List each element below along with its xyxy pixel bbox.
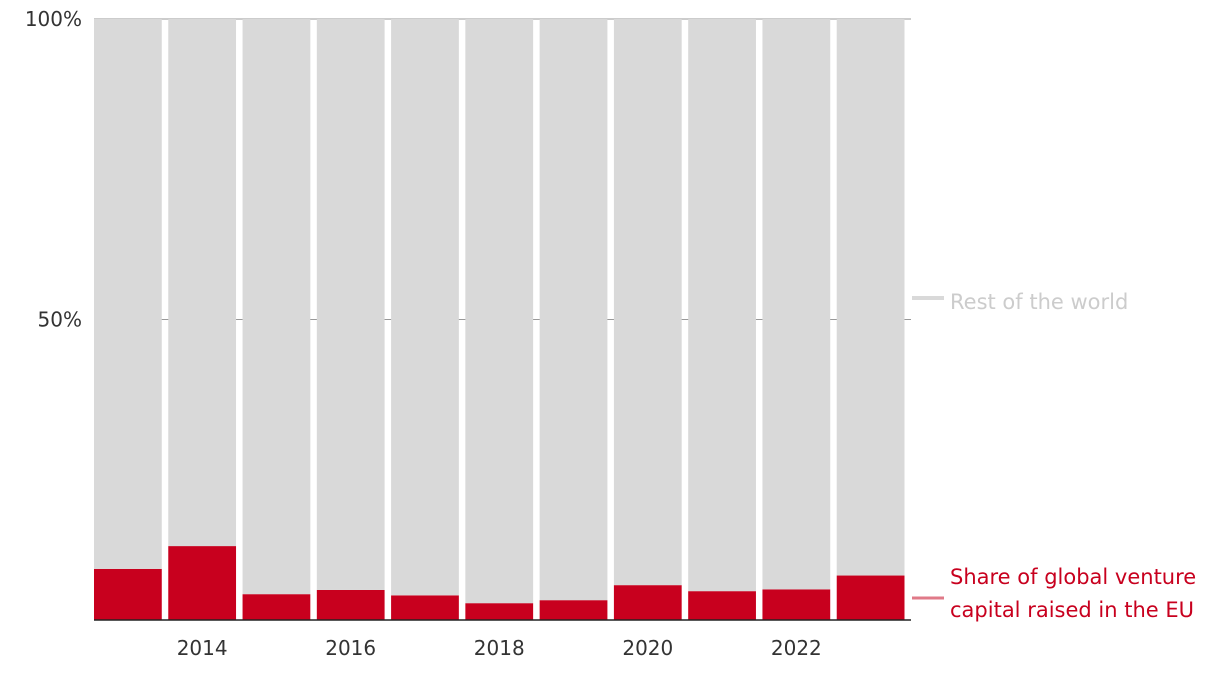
bar-rest-2017: [391, 19, 459, 596]
bar-eu-2015: [242, 594, 311, 620]
bars: [94, 19, 905, 620]
bar-rest-2013: [94, 19, 162, 569]
bar-rest-2014: [168, 19, 237, 547]
bar-rest-2020: [613, 19, 682, 586]
bar-eu-2014: [168, 546, 237, 620]
x-tick-label-2014: 2014: [177, 636, 228, 660]
y-tick-label-100: 100%: [25, 7, 82, 31]
x-axis-ticks: 2014 2016 2018 2020 2022: [177, 636, 822, 660]
legend-label-eu-share: Share of global venture capital raised in…: [950, 565, 1196, 622]
bar-rest-2018: [465, 19, 534, 604]
x-tick-label-2020: 2020: [622, 636, 673, 660]
bar-eu-2013: [94, 568, 162, 620]
bar-rest-2021: [688, 19, 756, 592]
bar-eu-2023: [836, 575, 905, 620]
bar-eu-2019: [539, 600, 608, 620]
legend-label-rest-of-world: Rest of the world: [950, 290, 1128, 314]
y-axis-ticks: 100% 50%: [25, 7, 82, 332]
bar-eu-2022: [762, 589, 831, 620]
bar-rest-2019: [539, 19, 608, 601]
bar-eu-2021: [688, 591, 756, 620]
bar-rest-2023: [836, 19, 905, 576]
bar-eu-2016: [316, 589, 385, 620]
bar-eu-2018: [465, 603, 534, 620]
bar-rest-2022: [762, 19, 831, 590]
bar-rest-2016: [316, 19, 385, 590]
y-tick-label-50: 50%: [38, 308, 82, 332]
bar-eu-2020: [613, 585, 682, 620]
legend: Rest of the world Share of global venture…: [912, 290, 1196, 622]
bar-eu-2017: [391, 595, 459, 620]
x-tick-label-2016: 2016: [325, 636, 376, 660]
bar-rest-2015: [242, 19, 311, 595]
x-tick-label-2018: 2018: [474, 636, 525, 660]
x-tick-label-2022: 2022: [771, 636, 822, 660]
